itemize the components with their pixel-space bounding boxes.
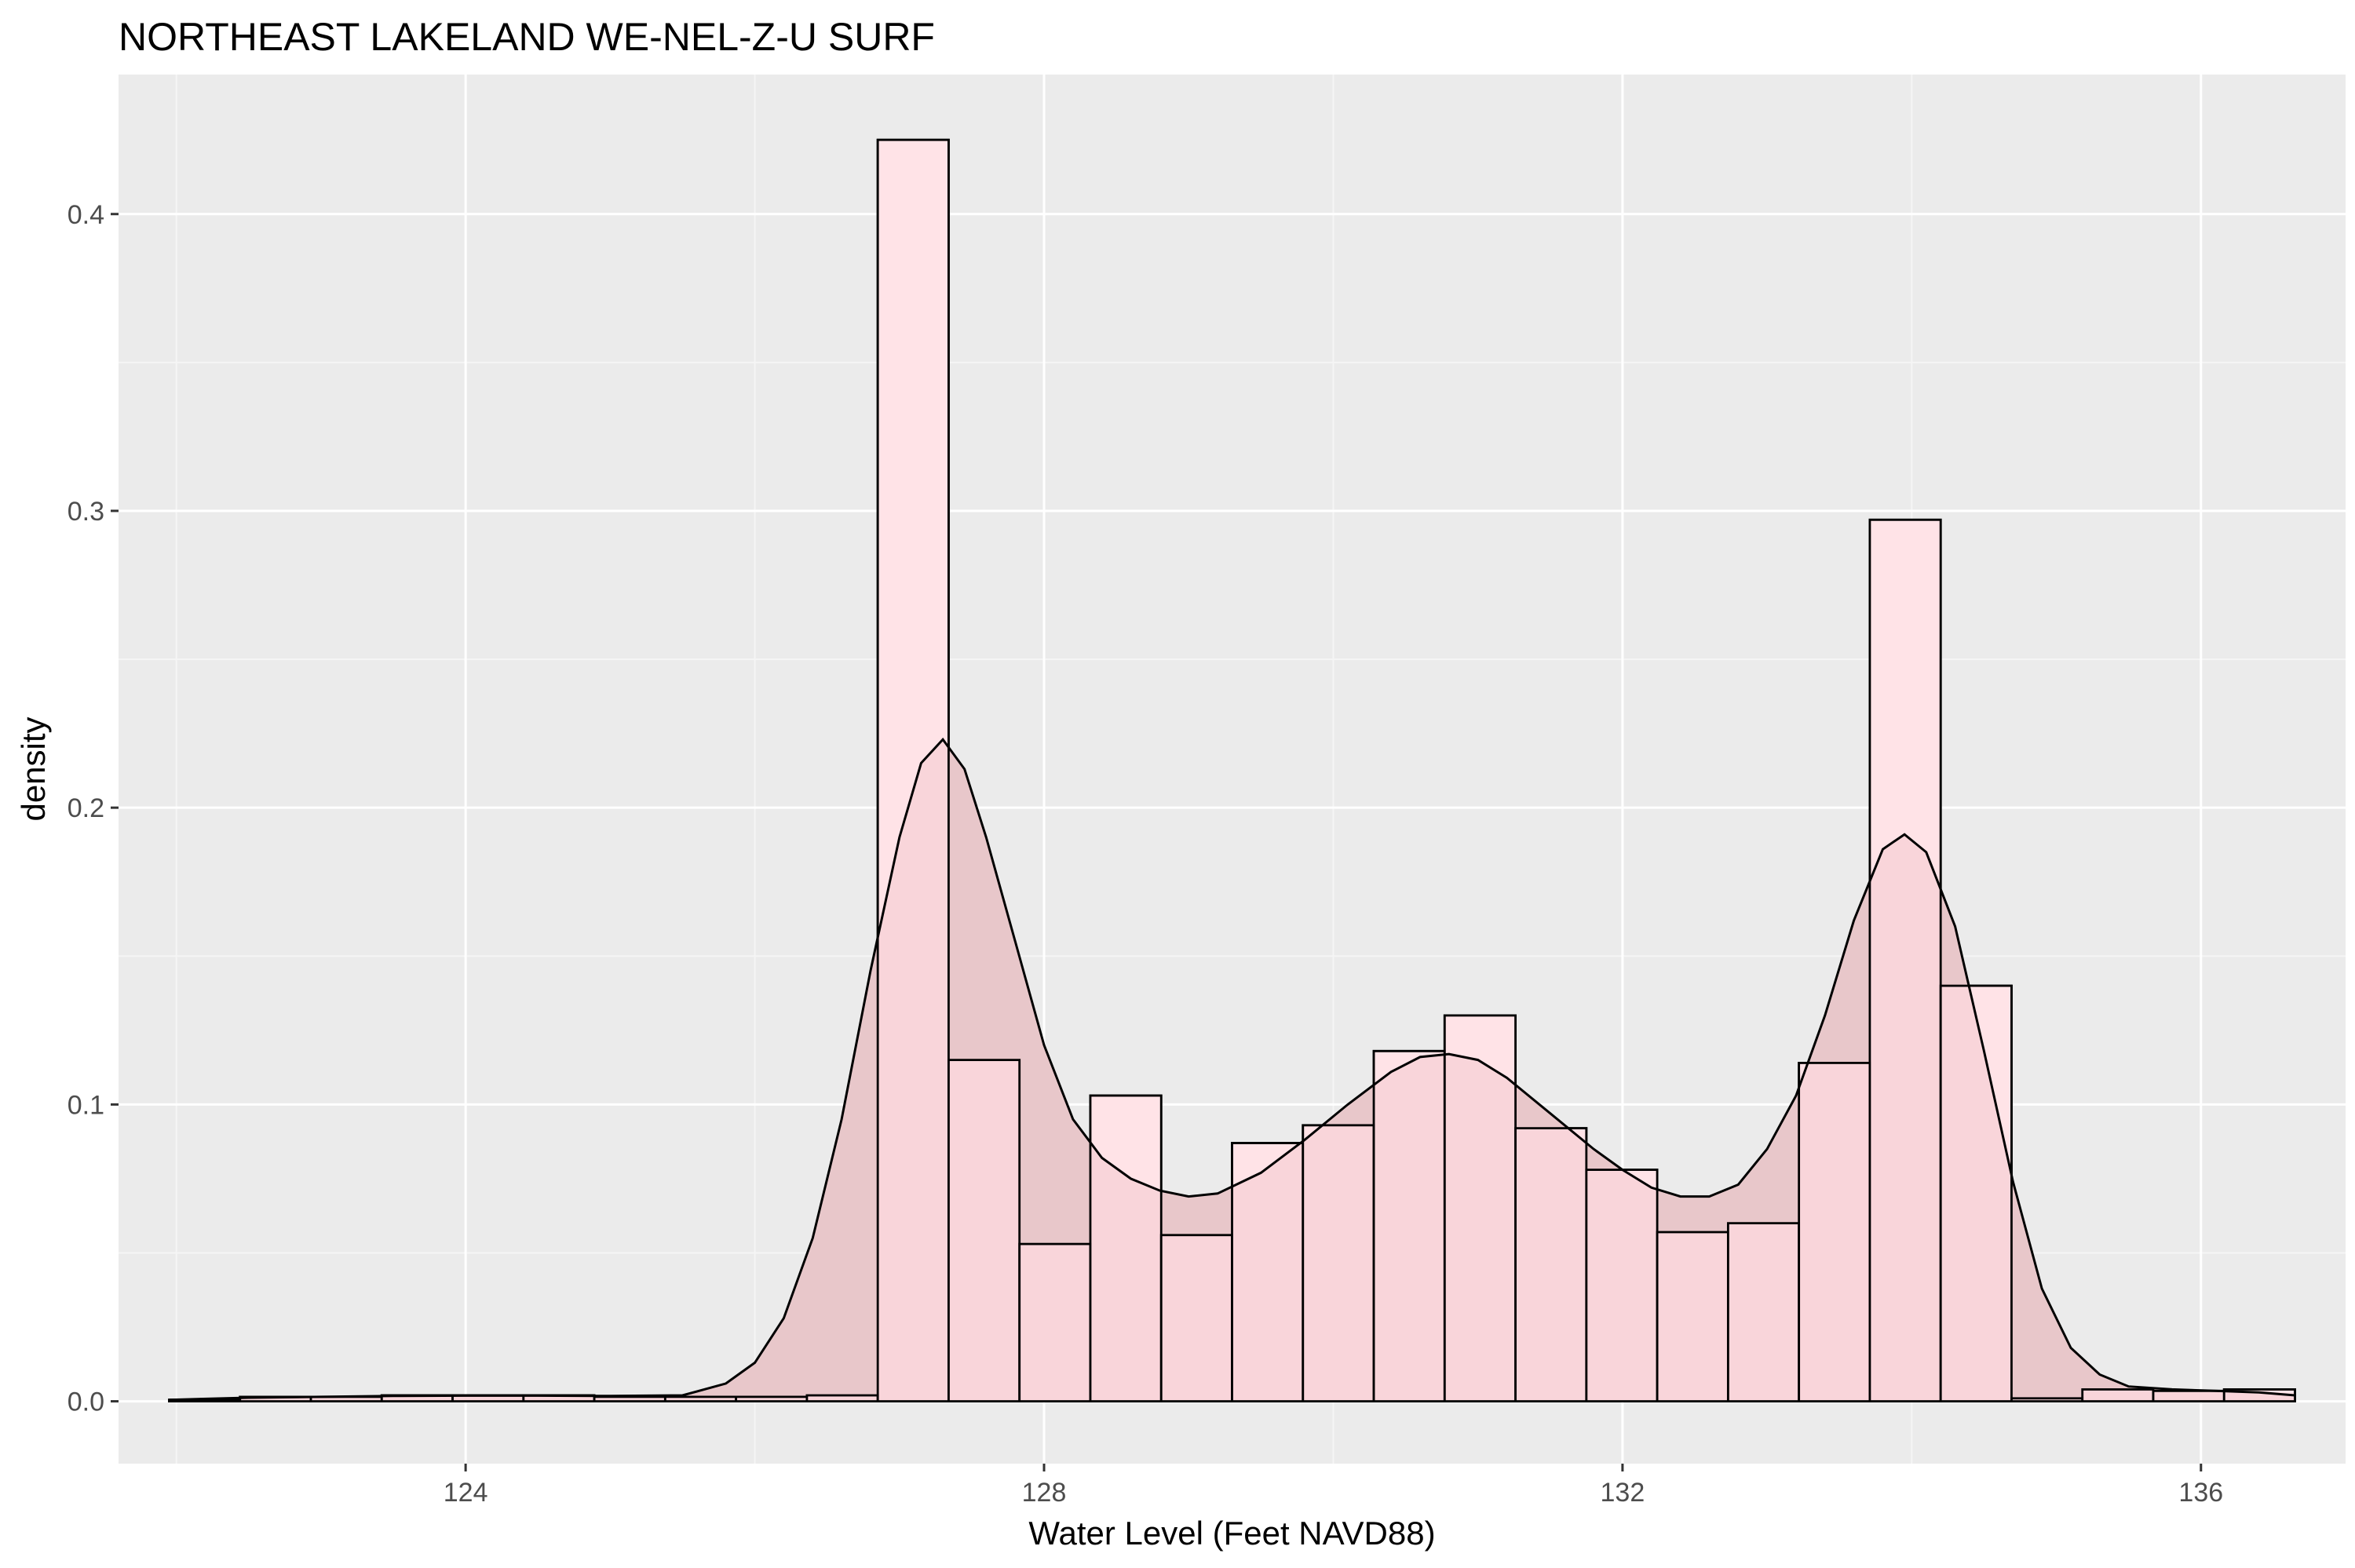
x-tick-label: 124 — [444, 1478, 488, 1508]
density-curve — [169, 737, 2295, 1402]
x-tick-label: 128 — [1022, 1478, 1067, 1508]
histogram-overlay-bar — [1656, 1231, 1729, 1402]
histogram-overlay-bar — [2081, 1388, 2155, 1402]
histogram-overlay-bar — [1726, 1222, 1801, 1402]
y-tick-label: 0.3 — [68, 497, 104, 527]
chart-title: NORTHEAST LAKELAND WE-NEL-Z-U SURF — [119, 15, 935, 59]
y-axis-title: density — [15, 717, 52, 821]
histogram-overlay-bar — [1443, 1014, 1517, 1402]
histogram-overlay-bar — [1372, 1049, 1446, 1402]
x-axis: 124 128 132 136 — [444, 1464, 2223, 1508]
histogram-overlay-bar — [593, 1395, 666, 1402]
histogram-overlay-bar — [805, 1394, 879, 1402]
histogram-overlay-bar — [947, 1059, 1021, 1402]
histogram-overlay-bar — [1585, 1169, 1659, 1402]
histogram-overlay-bar — [1514, 1127, 1588, 1402]
histogram-overlay-bar — [1798, 1062, 1871, 1402]
histogram-overlay-bar — [2152, 1389, 2225, 1402]
histogram-overlay-bar — [663, 1395, 738, 1402]
histogram-overlay-bar — [735, 1395, 809, 1402]
x-tick-label: 136 — [2178, 1478, 2223, 1508]
histogram-overlay-bar — [1231, 1142, 1305, 1402]
histogram-overlay-bar — [1868, 518, 1942, 1402]
histogram-overlay-bar — [1089, 1094, 1163, 1402]
x-tick-label: 132 — [1601, 1478, 1645, 1508]
y-tick-label: 0.0 — [68, 1387, 104, 1417]
histogram-overlay-bars — [168, 138, 2296, 1402]
histogram-overlay-bar — [2010, 1397, 2084, 1402]
x-axis-title: Water Level (Feet NAVD88) — [1028, 1515, 1435, 1552]
histogram-overlay-bar — [1939, 984, 2013, 1402]
y-tick-label: 0.4 — [68, 200, 104, 230]
histogram-overlay-bar — [1159, 1234, 1233, 1402]
histogram-overlay-bar — [876, 138, 950, 1402]
histogram-overlay-bar — [1018, 1242, 1092, 1402]
minor-gridlines — [119, 75, 2346, 1464]
y-tick-label: 0.1 — [68, 1090, 104, 1120]
y-axis: 0.0 0.1 0.2 0.3 0.4 — [68, 200, 119, 1417]
histogram-overlay-bar — [1302, 1124, 1375, 1402]
y-tick-label: 0.2 — [68, 793, 104, 823]
